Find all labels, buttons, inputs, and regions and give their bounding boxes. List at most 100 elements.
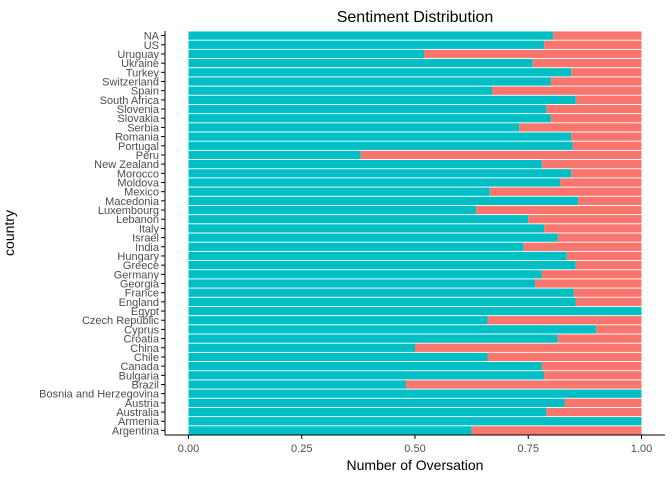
bar-negative-austria [564, 398, 642, 407]
y-tick-label: Georgia [120, 279, 160, 291]
bar-positive-macedonia [188, 196, 579, 205]
bar-positive-slovenia [188, 104, 547, 114]
y-tick-label: New Zealand [94, 159, 159, 171]
bar-negative-moldova [559, 178, 642, 187]
y-tick-label: Moldova [117, 178, 159, 190]
y-tick-label: China [130, 343, 160, 355]
bar-positive-egypt [188, 306, 642, 316]
y-tick-label: Greece [123, 260, 159, 272]
y-tick-label: Peru [136, 150, 159, 162]
bar-positive-armenia [188, 417, 642, 426]
bar-negative-hungary [566, 251, 642, 261]
y-tick-label: Macedonia [105, 196, 160, 208]
bar-negative-south-africa [575, 95, 642, 104]
bar-positive-na [188, 31, 554, 40]
y-tick-label: Luxembourg [98, 205, 159, 217]
bar-positive-hungary [188, 251, 567, 261]
bar-positive-moldova [188, 178, 560, 187]
x-axis-title: Number of Oversation [347, 457, 484, 473]
bar-negative-serbia [519, 123, 642, 132]
y-tick-label: Brazil [131, 380, 159, 392]
bar-positive-mexico [188, 187, 490, 196]
y-tick-label: Slovakia [117, 113, 159, 125]
bar-negative-czech-republic [487, 316, 642, 325]
y-tick-label: Cyprus [124, 324, 159, 336]
y-tick-label: Ukraine [121, 58, 159, 70]
bar-positive-chile [188, 352, 488, 362]
y-axis-title: country [1, 210, 17, 256]
y-tick-label: Hungary [117, 251, 159, 263]
bar-positive-austria [188, 398, 565, 407]
bar-positive-peru [188, 150, 361, 160]
bar-negative-morocco [571, 169, 642, 178]
bar-positive-france [188, 288, 574, 297]
x-axis-ticks: 0.00 0.25 0.50 0.75 1.00 [178, 435, 652, 455]
bar-positive-australia [188, 407, 547, 417]
bar-positive-lebanon [188, 215, 529, 224]
bar-positive-romania [188, 132, 572, 141]
y-tick-label: Lebanon [116, 214, 159, 226]
y-tick-label: Bosnia and Herzegovina [39, 389, 160, 401]
x-tick-label: 0.00 [178, 443, 199, 455]
bar-negative-canada [541, 362, 642, 371]
bar-negative-turkey [571, 68, 642, 77]
y-tick-label: South Africa [100, 95, 160, 107]
bar-negative-germany [541, 270, 642, 279]
y-tick-label: Mexico [124, 187, 159, 199]
bar-negative-slovenia [546, 104, 642, 114]
y-tick-label: Slovenia [117, 104, 160, 116]
bar-negative-new-zealand [541, 160, 642, 169]
bar-negative-australia [546, 407, 642, 417]
y-tick-label: Turkey [126, 67, 160, 79]
bar-positive-spain [188, 86, 493, 95]
bar-positive-georgia [188, 279, 536, 288]
bar-positive-india [188, 242, 524, 251]
bar-negative-uruguay [424, 49, 642, 59]
y-axis-ticks: NAUSUruguayUkraineTurkeySwitzerlandSpain… [39, 31, 165, 437]
y-tick-label: US [144, 40, 159, 52]
bar-positive-uruguay [188, 49, 425, 59]
bar-negative-portugal [572, 141, 642, 150]
bar-positive-turkey [188, 68, 572, 77]
bar-positive-portugal [188, 141, 573, 150]
x-tick-label: 0.75 [518, 443, 539, 455]
y-tick-label: Germany [114, 269, 160, 281]
y-tick-label: Chile [134, 352, 159, 364]
bar-positive-china [188, 343, 415, 352]
bar-negative-bulgaria [544, 371, 642, 380]
bar-negative-mexico [489, 187, 642, 196]
bar-positive-us [188, 40, 545, 49]
y-tick-label: Austria [125, 398, 160, 410]
y-tick-label: Switzerland [102, 77, 159, 89]
bar-positive-morocco [188, 169, 572, 178]
y-tick-label: Egypt [131, 306, 159, 318]
y-tick-label: Uruguay [117, 49, 159, 61]
bar-negative-slovakia [550, 114, 642, 123]
chart-title: Sentiment Distribution [337, 9, 494, 26]
bar-negative-peru [360, 150, 642, 160]
x-tick-label: 0.25 [291, 443, 312, 455]
bar-positive-czech-republic [188, 316, 488, 325]
bar-negative-romania [571, 132, 642, 141]
bar-positive-south-africa [188, 95, 576, 104]
y-tick-label: Serbia [127, 122, 160, 134]
bar-positive-italy [188, 224, 545, 233]
bar-positive-brazil [188, 380, 406, 389]
y-tick-label: Canada [120, 361, 159, 373]
bar-negative-argentina [471, 426, 642, 435]
y-tick-label: Romania [115, 132, 160, 144]
bar-negative-luxembourg [476, 205, 642, 215]
y-tick-label: Armenia [118, 416, 160, 428]
y-tick-label: NA [144, 31, 160, 43]
bar-positive-england [188, 297, 576, 306]
bar-negative-greece [575, 261, 642, 270]
bar-positive-bulgaria [188, 371, 545, 380]
bar-positive-slovakia [188, 114, 551, 123]
bar-negative-na [553, 31, 642, 40]
bar-negative-france [573, 288, 642, 297]
y-tick-label: India [135, 242, 160, 254]
bar-positive-bosnia-and-herzegovina [188, 389, 642, 398]
y-tick-label: Italy [139, 223, 160, 235]
bar-negative-macedonia [578, 196, 642, 205]
